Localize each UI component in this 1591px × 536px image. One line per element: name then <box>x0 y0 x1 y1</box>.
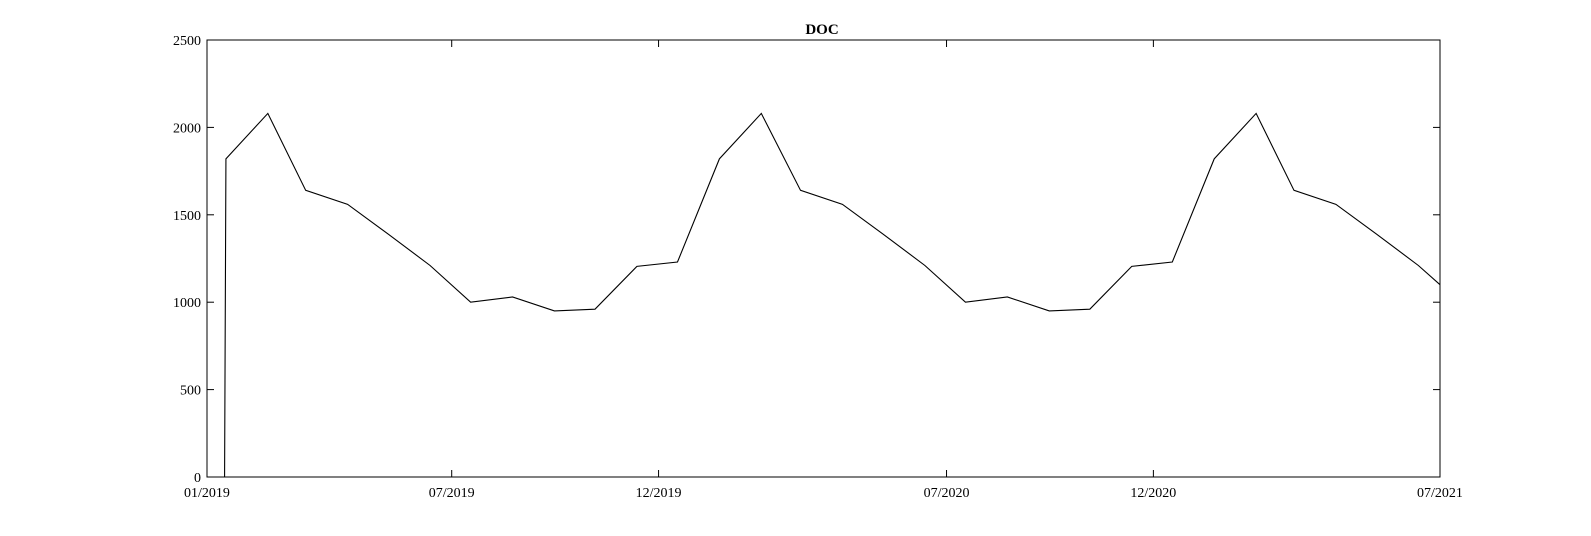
series-line-0 <box>207 112 1441 478</box>
y-tick-label: 2500 <box>173 34 201 49</box>
x-tick-label: 07/2019 <box>429 486 475 501</box>
y-axis: 0 500 1000 1500 2000 2500 <box>173 34 1440 486</box>
x-tick-label: 07/2021 <box>1417 486 1463 501</box>
chart-title: DOC <box>805 22 838 38</box>
y-tick-label: 1500 <box>173 209 201 224</box>
plot-area-frame <box>206 39 1441 478</box>
y-tick-label: 0 <box>194 471 201 486</box>
x-tick-label: 01/2019 <box>184 486 230 501</box>
y-tick-label: 500 <box>180 384 201 399</box>
x-axis: 01/2019 07/2019 12/2019 07/2020 12/2020 07/20… <box>184 40 1463 501</box>
x-tick-label: 12/2019 <box>636 486 682 501</box>
y-tick-label: 1000 <box>173 296 201 311</box>
y-tick-label: 2000 <box>173 121 201 136</box>
x-tick-label: 12/2020 <box>1130 486 1176 501</box>
series-layer <box>207 112 1441 478</box>
x-tick-label: 07/2020 <box>924 486 970 501</box>
